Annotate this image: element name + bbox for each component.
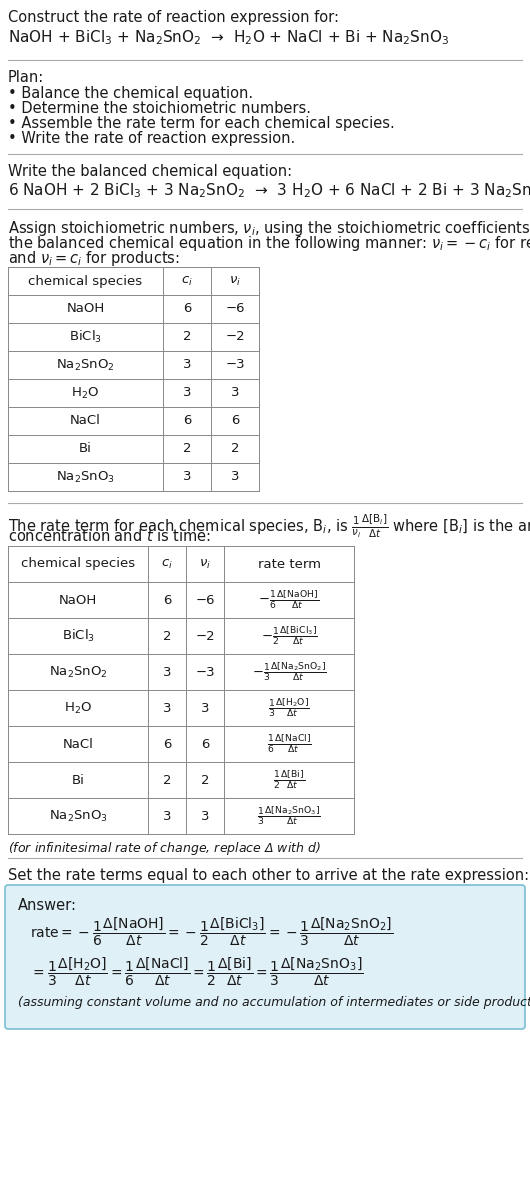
Text: −3: −3	[195, 666, 215, 678]
Text: • Determine the stoichiometric numbers.: • Determine the stoichiometric numbers.	[8, 101, 311, 117]
Text: 2: 2	[183, 331, 191, 344]
Text: $\frac{1}{3}\frac{\Delta[\mathrm{Na_2SnO_3}]}{\Delta t}$: $\frac{1}{3}\frac{\Delta[\mathrm{Na_2SnO…	[257, 804, 321, 827]
Text: −2: −2	[195, 630, 215, 643]
Text: $= \dfrac{1}{3}\dfrac{\Delta[\mathrm{H_2O}]}{\Delta t} = \dfrac{1}{6}\dfrac{\Del: $= \dfrac{1}{3}\dfrac{\Delta[\mathrm{H_2…	[30, 956, 364, 988]
Text: • Write the rate of reaction expression.: • Write the rate of reaction expression.	[8, 131, 295, 145]
Text: 3: 3	[183, 387, 191, 399]
Text: NaOH: NaOH	[66, 303, 104, 315]
Text: 2: 2	[201, 774, 209, 786]
Text: Na$_2$SnO$_2$: Na$_2$SnO$_2$	[49, 665, 108, 679]
Text: 6: 6	[163, 738, 171, 750]
Text: BiCl$_3$: BiCl$_3$	[61, 627, 94, 644]
Text: (for infinitesimal rate of change, replace Δ with $d$): (for infinitesimal rate of change, repla…	[8, 840, 321, 857]
Text: 3: 3	[231, 470, 239, 483]
Text: 3: 3	[201, 809, 209, 822]
Text: 6: 6	[231, 415, 239, 428]
Text: NaCl: NaCl	[63, 738, 93, 750]
Text: H$_2$O: H$_2$O	[64, 701, 92, 715]
Text: Na$_2$SnO$_2$: Na$_2$SnO$_2$	[56, 357, 115, 373]
Text: H$_2$O: H$_2$O	[72, 386, 100, 400]
Text: 3: 3	[163, 666, 171, 678]
Text: NaOH + BiCl$_3$ + Na$_2$SnO$_2$  →  H$_2$O + NaCl + Bi + Na$_2$SnO$_3$: NaOH + BiCl$_3$ + Na$_2$SnO$_2$ → H$_2$O…	[8, 28, 449, 47]
Text: Construct the rate of reaction expression for:: Construct the rate of reaction expressio…	[8, 10, 339, 25]
Text: $\nu_i$: $\nu_i$	[199, 558, 211, 571]
Text: 6 NaOH + 2 BiCl$_3$ + 3 Na$_2$SnO$_2$  →  3 H$_2$O + 6 NaCl + 2 Bi + 3 Na$_2$SnO: 6 NaOH + 2 BiCl$_3$ + 3 Na$_2$SnO$_2$ → …	[8, 182, 530, 200]
Text: 3: 3	[163, 809, 171, 822]
Text: 3: 3	[183, 470, 191, 483]
Text: 3: 3	[231, 387, 239, 399]
Text: the balanced chemical equation in the following manner: $\nu_i = -c_i$ for react: the balanced chemical equation in the fo…	[8, 234, 530, 252]
Text: Assign stoichiometric numbers, $\nu_i$, using the stoichiometric coefficients, $: Assign stoichiometric numbers, $\nu_i$, …	[8, 219, 530, 238]
Text: $-\frac{1}{2}\frac{\Delta[\mathrm{BiCl_3}]}{\Delta t}$: $-\frac{1}{2}\frac{\Delta[\mathrm{BiCl_3…	[261, 625, 317, 648]
Text: $\frac{1}{6}\frac{\Delta[\mathrm{NaCl}]}{\Delta t}$: $\frac{1}{6}\frac{\Delta[\mathrm{NaCl}]}…	[267, 733, 312, 755]
Text: Write the balanced chemical equation:: Write the balanced chemical equation:	[8, 163, 292, 179]
Text: 6: 6	[183, 415, 191, 428]
Text: Answer:: Answer:	[18, 898, 77, 914]
Text: 3: 3	[163, 702, 171, 714]
Text: $c_i$: $c_i$	[161, 558, 173, 571]
Text: • Assemble the rate term for each chemical species.: • Assemble the rate term for each chemic…	[8, 117, 395, 131]
Text: $\nu_i$: $\nu_i$	[229, 274, 241, 287]
Text: BiCl$_3$: BiCl$_3$	[69, 329, 102, 345]
Text: Na$_2$SnO$_3$: Na$_2$SnO$_3$	[56, 470, 115, 484]
Text: −2: −2	[225, 331, 245, 344]
Text: Bi: Bi	[79, 442, 92, 456]
Text: Plan:: Plan:	[8, 70, 44, 85]
Text: −6: −6	[225, 303, 245, 315]
Text: $c_i$: $c_i$	[181, 274, 193, 287]
Text: Bi: Bi	[72, 774, 84, 786]
Text: 2: 2	[183, 442, 191, 456]
Text: 2: 2	[163, 774, 171, 786]
Text: rate term: rate term	[258, 558, 321, 571]
Text: 6: 6	[163, 594, 171, 607]
Text: (assuming constant volume and no accumulation of intermediates or side products): (assuming constant volume and no accumul…	[18, 996, 530, 1008]
FancyBboxPatch shape	[5, 885, 525, 1029]
Text: −3: −3	[225, 358, 245, 371]
Text: 6: 6	[201, 738, 209, 750]
Text: 3: 3	[201, 702, 209, 714]
Text: −6: −6	[195, 594, 215, 607]
Text: concentration and $t$ is time:: concentration and $t$ is time:	[8, 528, 211, 545]
Text: $\frac{1}{3}\frac{\Delta[\mathrm{H_2O}]}{\Delta t}$: $\frac{1}{3}\frac{\Delta[\mathrm{H_2O}]}…	[268, 696, 310, 720]
Text: $-\frac{1}{6}\frac{\Delta[\mathrm{NaOH}]}{\Delta t}$: $-\frac{1}{6}\frac{\Delta[\mathrm{NaOH}]…	[259, 589, 320, 611]
Text: NaOH: NaOH	[59, 594, 97, 607]
Text: and $\nu_i = c_i$ for products:: and $\nu_i = c_i$ for products:	[8, 249, 180, 268]
Text: chemical species: chemical species	[21, 558, 135, 571]
Text: $\mathrm{rate} = -\dfrac{1}{6}\dfrac{\Delta[\mathrm{NaOH}]}{\Delta t} = -\dfrac{: $\mathrm{rate} = -\dfrac{1}{6}\dfrac{\De…	[30, 916, 393, 948]
Text: $-\frac{1}{3}\frac{\Delta[\mathrm{Na_2SnO_2}]}{\Delta t}$: $-\frac{1}{3}\frac{\Delta[\mathrm{Na_2Sn…	[252, 661, 326, 684]
Text: chemical species: chemical species	[29, 274, 143, 287]
Text: 3: 3	[183, 358, 191, 371]
Text: Set the rate terms equal to each other to arrive at the rate expression:: Set the rate terms equal to each other t…	[8, 868, 529, 883]
Text: 2: 2	[231, 442, 239, 456]
Text: 2: 2	[163, 630, 171, 643]
Text: The rate term for each chemical species, B$_i$, is $\frac{1}{\nu_i}\frac{\Delta[: The rate term for each chemical species,…	[8, 513, 530, 541]
Text: 6: 6	[183, 303, 191, 315]
Text: NaCl: NaCl	[70, 415, 101, 428]
Text: Na$_2$SnO$_3$: Na$_2$SnO$_3$	[49, 809, 108, 823]
Text: $\frac{1}{2}\frac{\Delta[\mathrm{Bi}]}{\Delta t}$: $\frac{1}{2}\frac{\Delta[\mathrm{Bi}]}{\…	[273, 769, 305, 791]
Text: • Balance the chemical equation.: • Balance the chemical equation.	[8, 87, 253, 101]
